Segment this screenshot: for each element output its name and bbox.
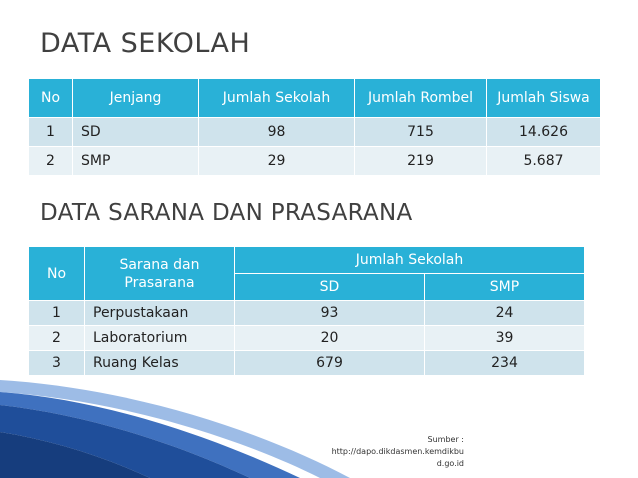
header-smp: SMP — [423, 273, 586, 301]
source-label: Sumber : — [427, 435, 464, 444]
cell-smp: 39 — [423, 325, 586, 351]
table-row: 2 SMP 29 219 5.687 — [28, 146, 601, 176]
table-header-row: No Sarana dan Prasarana Jumlah Sekolah — [28, 246, 586, 301]
cell-no: 1 — [28, 300, 85, 326]
header-no: No — [28, 78, 73, 118]
cell-no: 1 — [28, 117, 73, 147]
source-note: Sumber : http://dapo.dikdasmen.kemdikbu … — [300, 434, 464, 470]
table-row: 1 SD 98 715 14.626 — [28, 117, 601, 147]
cell-sarana: Perpustakaan — [84, 300, 235, 326]
table-row: 3 Ruang Kelas 679 234 — [28, 350, 586, 376]
source-url: http://dapo.dikdasmen.kemdikbu — [331, 447, 464, 456]
cell-no: 3 — [28, 350, 85, 376]
cell-jenjang: SMP — [72, 146, 199, 176]
source-url-end: d.go.id — [436, 459, 464, 468]
section-title: DATA SARANA DAN PRASARANA — [40, 200, 413, 226]
cell-smp: 234 — [423, 350, 586, 376]
header-jenjang: Jenjang — [72, 78, 199, 118]
header-jumlah-sekolah: Jumlah Sekolah — [198, 78, 355, 118]
header-jumlah-sekolah: Jumlah Sekolah — [233, 246, 586, 274]
header-sarana: Sarana dan Prasarana — [84, 246, 235, 301]
school-data-table: No Jenjang Jumlah Sekolah Jumlah Rombel … — [28, 78, 601, 176]
cell-no: 2 — [28, 325, 85, 351]
table-header-row: No Jenjang Jumlah Sekolah Jumlah Rombel … — [28, 78, 601, 118]
cell-smp: 24 — [423, 300, 586, 326]
table-row: 1 Perpustakaan 93 24 — [28, 300, 586, 326]
page-title: DATA SEKOLAH — [40, 28, 251, 59]
cell-jenjang: SD — [72, 117, 199, 147]
cell-sd: 20 — [234, 325, 425, 351]
header-jumlah-rombel: Jumlah Rombel — [354, 78, 487, 118]
cell-sarana: Laboratorium — [84, 325, 235, 351]
cell-siswa: 5.687 — [486, 146, 601, 176]
cell-sekolah: 98 — [198, 117, 355, 147]
table-row: 2 Laboratorium 20 39 — [28, 325, 586, 351]
cell-siswa: 14.626 — [486, 117, 601, 147]
facility-data-table: No Sarana dan Prasarana Jumlah Sekolah S… — [28, 246, 586, 376]
cell-rombel: 219 — [354, 146, 487, 176]
cell-rombel: 715 — [354, 117, 487, 147]
cell-sd: 679 — [234, 350, 425, 376]
header-jumlah-siswa: Jumlah Siswa — [486, 78, 601, 118]
cell-sarana: Ruang Kelas — [84, 350, 235, 376]
cell-no: 2 — [28, 146, 73, 176]
cell-sekolah: 29 — [198, 146, 355, 176]
